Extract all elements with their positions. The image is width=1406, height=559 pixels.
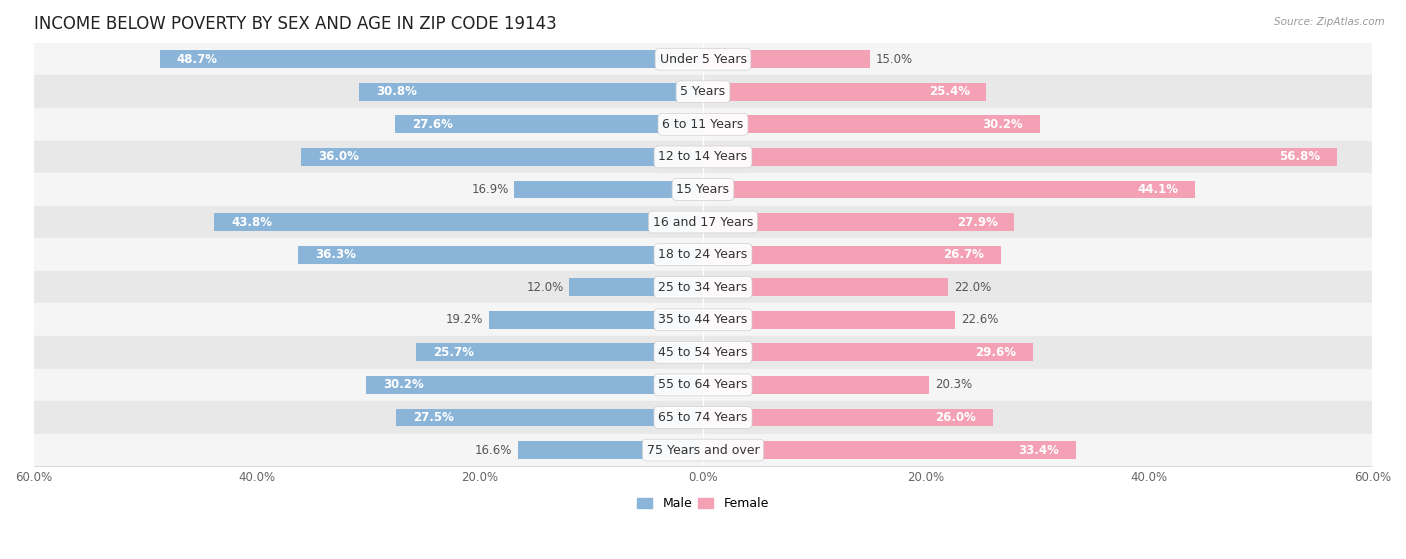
Bar — [34, 368, 1372, 401]
Text: 65 to 74 Years: 65 to 74 Years — [658, 411, 748, 424]
Text: 6 to 11 Years: 6 to 11 Years — [662, 118, 744, 131]
Bar — [160, 50, 703, 68]
Text: 35 to 44 Years: 35 to 44 Years — [658, 313, 748, 326]
Bar — [703, 278, 949, 296]
Bar — [34, 434, 1372, 466]
Text: 55 to 64 Years: 55 to 64 Years — [658, 378, 748, 391]
Text: 75 Years and over: 75 Years and over — [647, 443, 759, 457]
Text: 12.0%: 12.0% — [526, 281, 564, 293]
Text: 36.0%: 36.0% — [318, 150, 359, 163]
Text: 45 to 54 Years: 45 to 54 Years — [658, 346, 748, 359]
Text: 25.7%: 25.7% — [433, 346, 474, 359]
Text: 16.9%: 16.9% — [471, 183, 509, 196]
Text: 27.9%: 27.9% — [956, 216, 997, 229]
Text: 25.4%: 25.4% — [928, 86, 970, 98]
Text: 36.3%: 36.3% — [315, 248, 356, 261]
Bar — [703, 245, 1001, 264]
Bar — [34, 75, 1372, 108]
Text: 22.6%: 22.6% — [960, 313, 998, 326]
Bar — [703, 50, 870, 68]
Bar — [298, 245, 703, 264]
Bar — [703, 311, 955, 329]
Text: 19.2%: 19.2% — [446, 313, 484, 326]
Bar — [703, 376, 929, 394]
Bar — [34, 401, 1372, 434]
Text: 26.7%: 26.7% — [943, 248, 984, 261]
Text: Source: ZipAtlas.com: Source: ZipAtlas.com — [1274, 17, 1385, 27]
Legend: Male, Female: Male, Female — [633, 492, 773, 515]
Bar — [34, 141, 1372, 173]
Bar — [34, 304, 1372, 336]
Bar — [416, 343, 703, 361]
Bar — [395, 115, 703, 133]
Text: 20.3%: 20.3% — [935, 378, 972, 391]
Bar — [703, 409, 993, 427]
Text: 26.0%: 26.0% — [935, 411, 976, 424]
Text: 16.6%: 16.6% — [475, 443, 512, 457]
Bar — [489, 311, 703, 329]
Text: 33.4%: 33.4% — [1018, 443, 1059, 457]
Bar — [214, 213, 703, 231]
Text: 12 to 14 Years: 12 to 14 Years — [658, 150, 748, 163]
Bar — [34, 108, 1372, 141]
Bar — [34, 238, 1372, 271]
Bar — [703, 181, 1195, 198]
Text: Under 5 Years: Under 5 Years — [659, 53, 747, 65]
Text: 18 to 24 Years: 18 to 24 Years — [658, 248, 748, 261]
Text: 29.6%: 29.6% — [976, 346, 1017, 359]
Text: 25 to 34 Years: 25 to 34 Years — [658, 281, 748, 293]
Text: 15.0%: 15.0% — [876, 53, 912, 65]
Bar — [703, 148, 1337, 166]
Bar — [34, 206, 1372, 238]
Text: 16 and 17 Years: 16 and 17 Years — [652, 216, 754, 229]
Text: 56.8%: 56.8% — [1279, 150, 1320, 163]
Bar — [366, 376, 703, 394]
Text: 30.8%: 30.8% — [375, 86, 418, 98]
Text: 5 Years: 5 Years — [681, 86, 725, 98]
Bar — [703, 83, 987, 101]
Text: 43.8%: 43.8% — [231, 216, 271, 229]
Bar — [569, 278, 703, 296]
Bar — [396, 409, 703, 427]
Text: 15 Years: 15 Years — [676, 183, 730, 196]
Text: 44.1%: 44.1% — [1137, 183, 1178, 196]
Bar — [517, 441, 703, 459]
Text: 48.7%: 48.7% — [176, 53, 218, 65]
Bar — [703, 213, 1014, 231]
Bar — [703, 115, 1040, 133]
Bar — [34, 43, 1372, 75]
Bar — [301, 148, 703, 166]
Text: 22.0%: 22.0% — [955, 281, 991, 293]
Bar — [703, 441, 1076, 459]
Bar — [34, 336, 1372, 368]
Bar — [360, 83, 703, 101]
Text: 30.2%: 30.2% — [983, 118, 1024, 131]
Bar — [515, 181, 703, 198]
Text: 30.2%: 30.2% — [382, 378, 423, 391]
Text: INCOME BELOW POVERTY BY SEX AND AGE IN ZIP CODE 19143: INCOME BELOW POVERTY BY SEX AND AGE IN Z… — [34, 15, 557, 33]
Text: 27.5%: 27.5% — [413, 411, 454, 424]
Bar — [34, 173, 1372, 206]
Text: 27.6%: 27.6% — [412, 118, 453, 131]
Bar — [34, 271, 1372, 304]
Bar — [703, 343, 1033, 361]
